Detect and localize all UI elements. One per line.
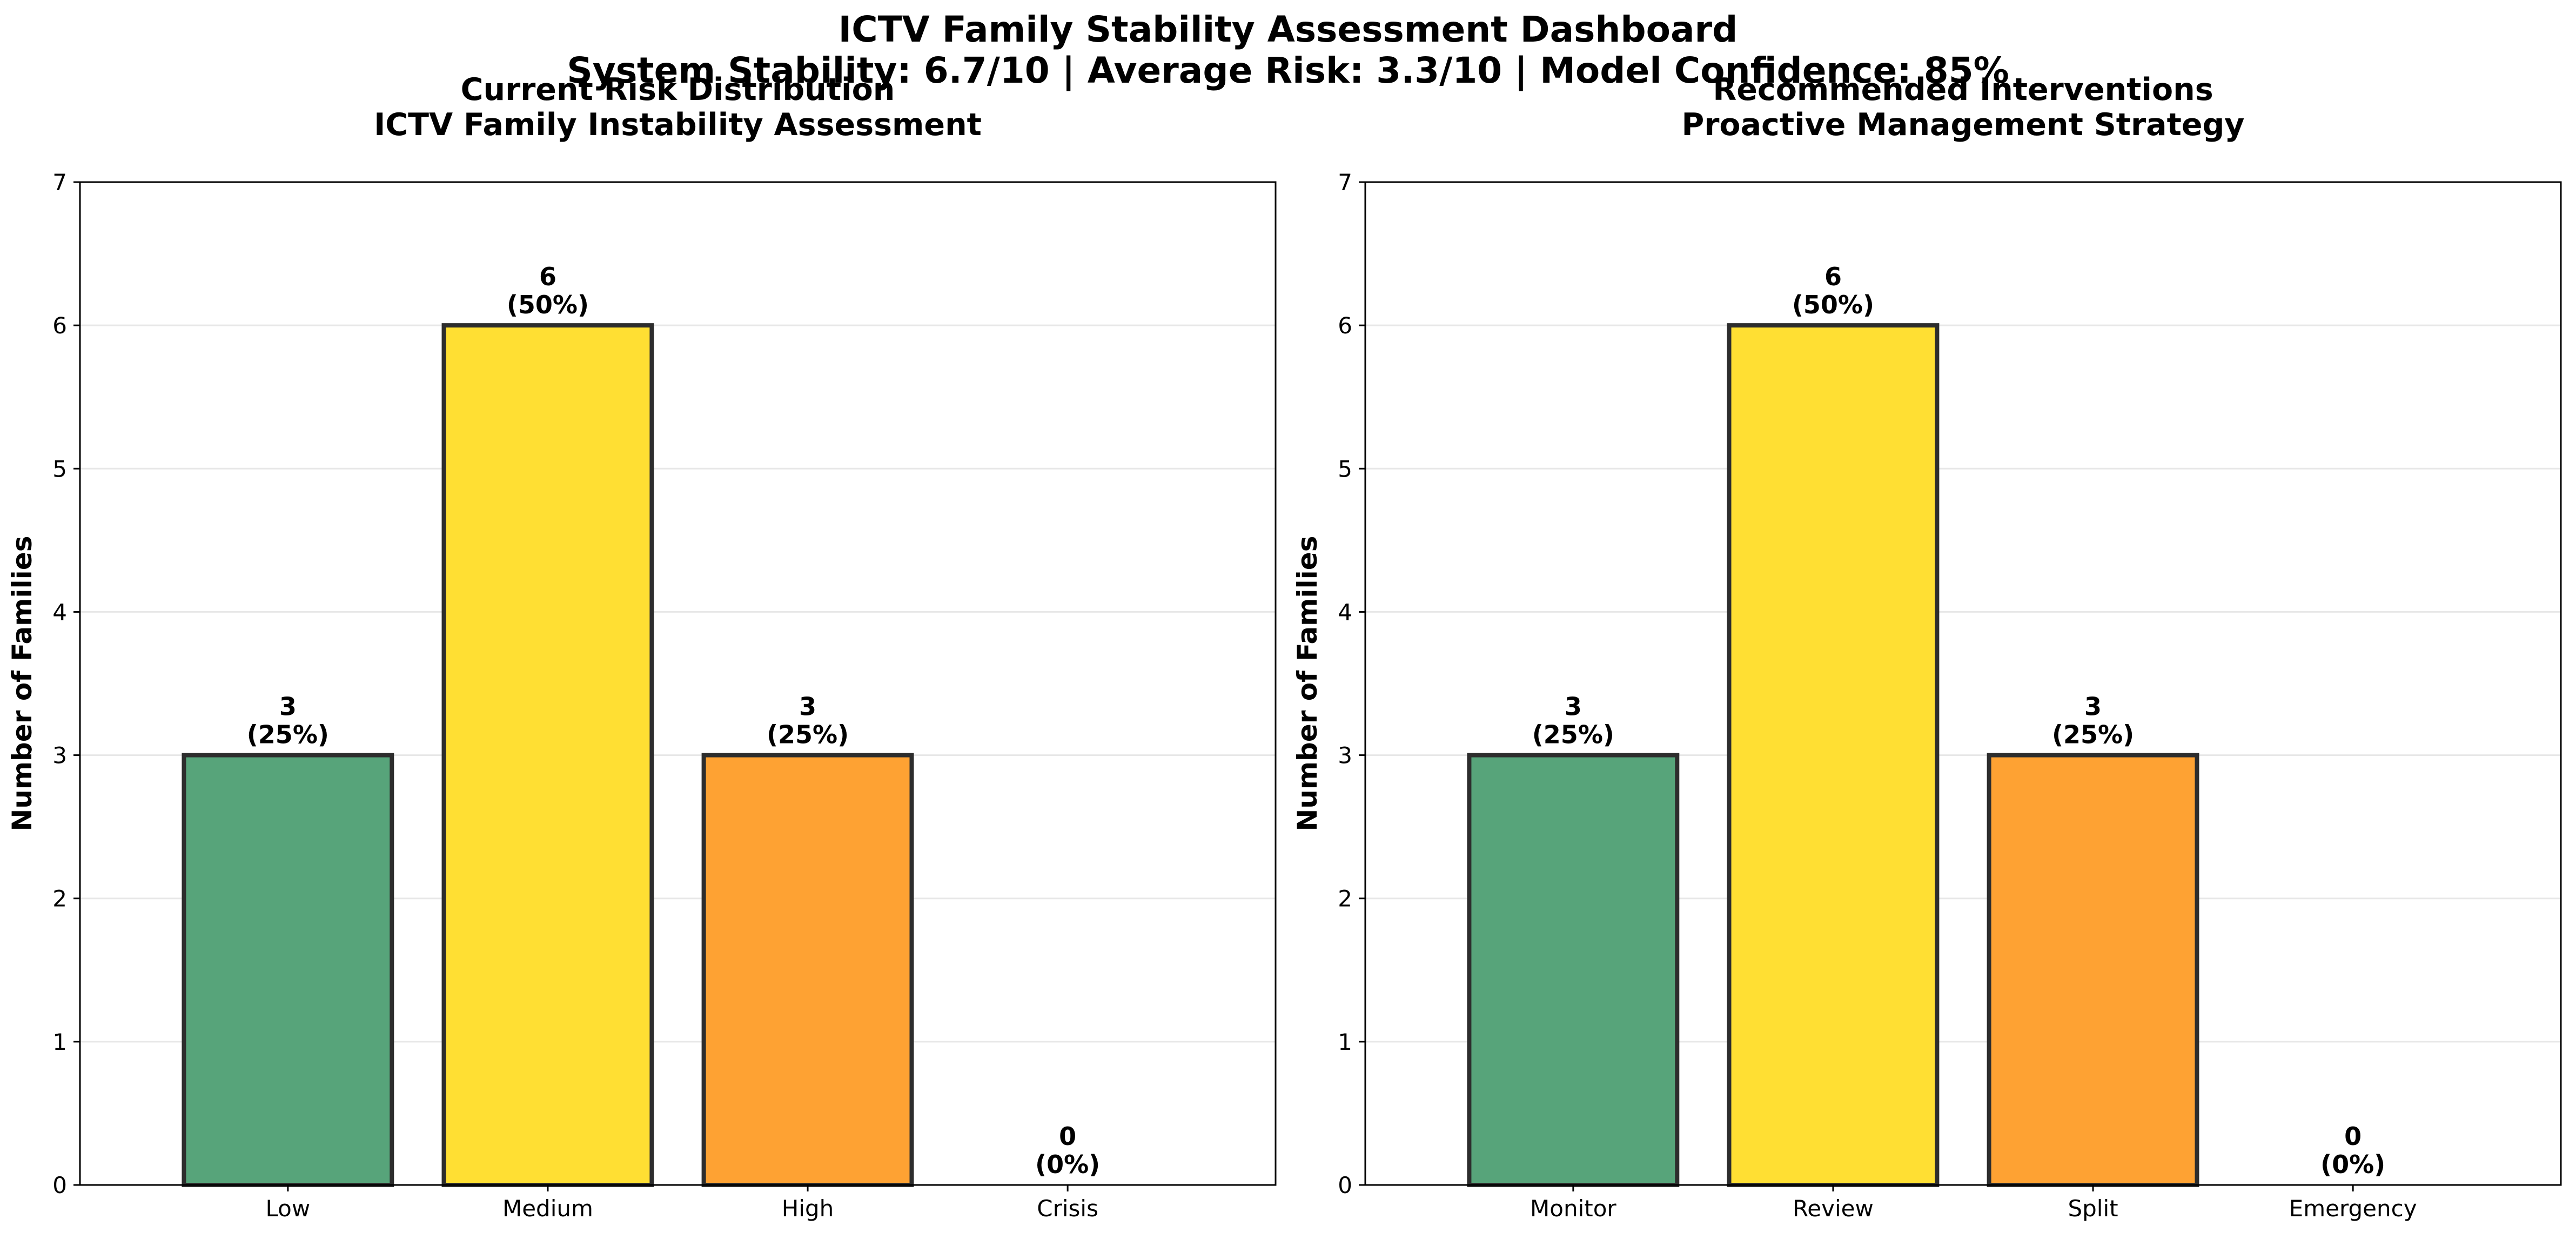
y-tick-label: 4	[1338, 599, 1352, 625]
y-tick-label: 6	[1338, 312, 1352, 339]
bar-high	[701, 753, 914, 1187]
y-tick-label: 0	[1338, 1172, 1352, 1198]
panel-subtitle: ICTV Family Instability Assessment	[374, 107, 982, 143]
x-tick-label-crisis: Crisis	[1037, 1195, 1098, 1222]
y-tick-label: 2	[1338, 886, 1352, 912]
y-axis-label: Number of Families	[1292, 536, 1323, 832]
y-tick-label: 1	[1338, 1029, 1352, 1055]
y-tick-label: 3	[1338, 742, 1352, 769]
y-tick-label: 7	[1338, 169, 1352, 196]
x-tick-label-review: Review	[1793, 1195, 1874, 1222]
bar-value-label-crisis: 0 (0%)	[1035, 1122, 1100, 1179]
dashboard-subtitle: System Stability: 6.7/10 | Average Risk:…	[567, 50, 2009, 91]
y-tick-label: 6	[52, 312, 67, 339]
bar-value-label-split: 3 (25%)	[2052, 692, 2134, 749]
bar-value-label-monitor: 3 (25%)	[1532, 692, 1614, 749]
y-tick-label: 1	[52, 1029, 67, 1055]
y-tick-label: 3	[52, 742, 67, 769]
dashboard-title: ICTV Family Stability Assessment Dashboa…	[838, 9, 1738, 50]
y-tick-label: 5	[1338, 456, 1352, 482]
bar-value-label-review: 6 (50%)	[1792, 262, 1874, 319]
bar-value-label-medium: 6 (50%)	[507, 262, 589, 319]
y-tick-label: 5	[52, 456, 67, 482]
y-tick-label: 0	[52, 1172, 67, 1198]
bar-low	[182, 753, 394, 1187]
y-tick-label: 4	[52, 599, 67, 625]
bar-value-label-high: 3 (25%)	[767, 692, 849, 749]
x-tick-label-monitor: Monitor	[1530, 1195, 1616, 1222]
panel-title: Recommended Interventions	[1713, 72, 2213, 108]
x-tick-label-emergency: Emergency	[2289, 1195, 2417, 1222]
plot-frame	[1364, 181, 2562, 1186]
chart-panel-2: 3 (25%) Monitor 6 (50%) Review 3 (25%) Split 0 (0%…	[1292, 72, 2562, 1222]
y-axis-label: Number of Families	[6, 536, 38, 832]
bar-split	[1987, 753, 2199, 1187]
x-tick-label-low: Low	[266, 1195, 311, 1222]
bar-review	[1727, 323, 1940, 1188]
x-tick-label-medium: Medium	[502, 1195, 593, 1222]
panel-subtitle: Proactive Management Strategy	[1682, 107, 2245, 143]
bar-monitor	[1467, 753, 1680, 1187]
chart-panel-1: 3 (25%) Low 6 (50%) Medium 3 (25%) High 0 (0%) Cris…	[6, 72, 1277, 1222]
y-tick-label: 2	[52, 886, 67, 912]
y-tick-label: 7	[52, 169, 67, 196]
plot-frame	[79, 181, 1277, 1186]
bar-value-label-low: 3 (25%)	[247, 692, 329, 749]
x-tick-label-split: Split	[2068, 1195, 2118, 1222]
bar-medium	[441, 323, 654, 1188]
bar-value-label-emergency: 0 (0%)	[2320, 1122, 2385, 1179]
x-tick-label-high: High	[782, 1195, 834, 1222]
panel-title: Current Risk Distribution	[461, 72, 895, 108]
